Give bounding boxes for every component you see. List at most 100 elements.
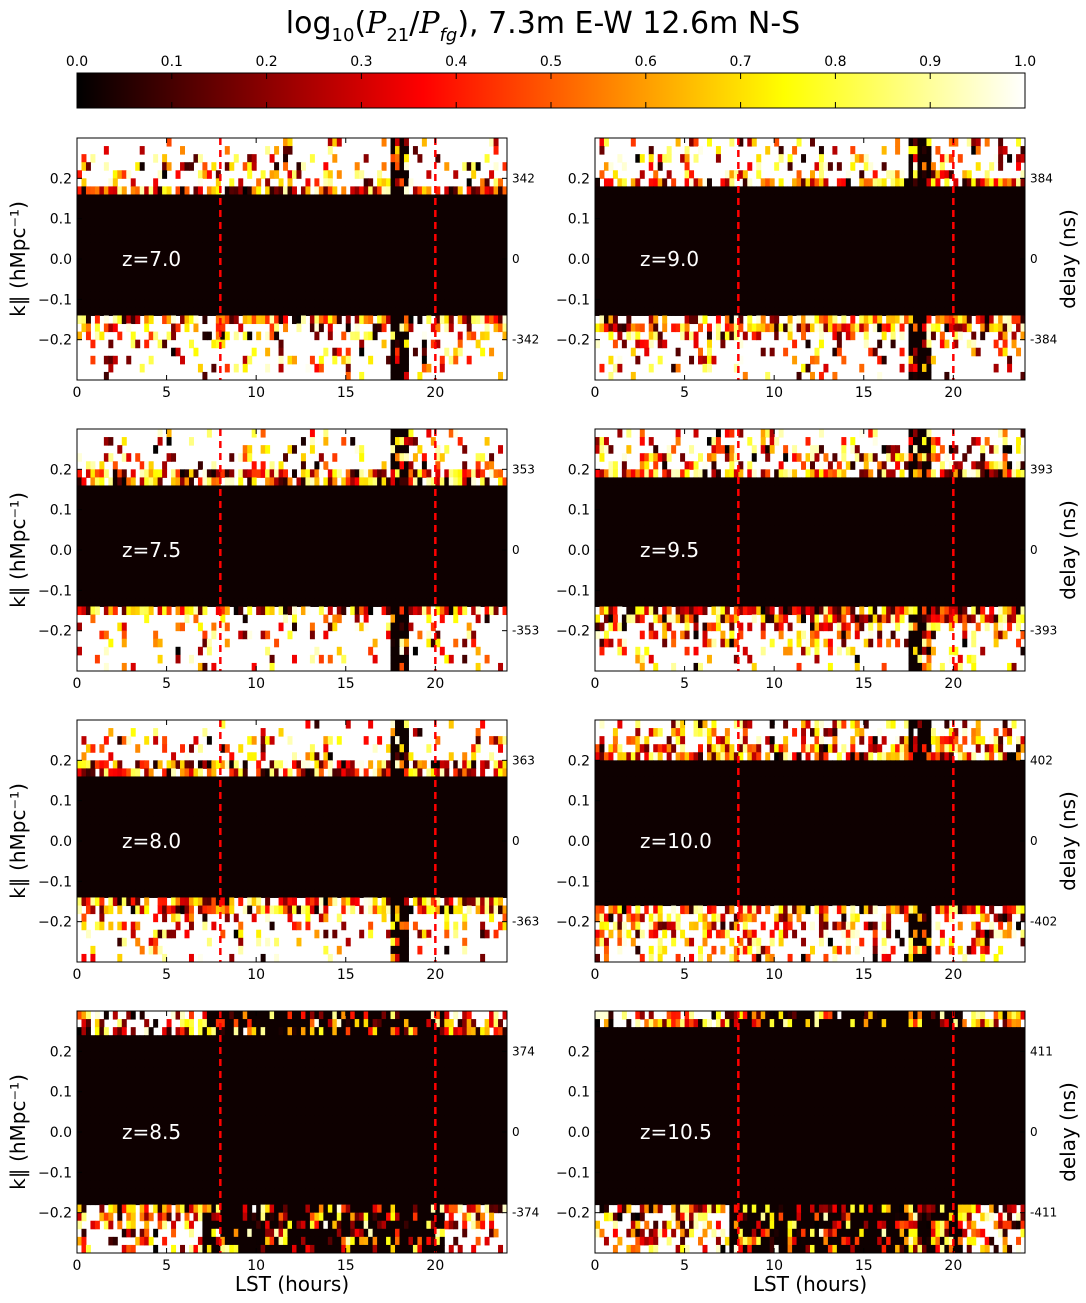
- heatmap-cell: [778, 283, 784, 292]
- heatmap-cell: [112, 210, 118, 220]
- heatmap-cell: [1002, 194, 1008, 204]
- heatmap-cell: [872, 186, 878, 195]
- heatmap-cell: [599, 315, 605, 325]
- heatmap-cell: [814, 267, 820, 276]
- heatmap-cell: [211, 186, 217, 195]
- heatmap-cell: [913, 315, 918, 325]
- heatmap-cell: [359, 453, 365, 462]
- heatmap-cell: [489, 291, 495, 300]
- heatmap-cell: [805, 186, 811, 195]
- heatmap-cell: [444, 517, 450, 527]
- heatmap-cell: [184, 307, 190, 316]
- heatmap-cell: [278, 363, 284, 373]
- heatmap-cell: [417, 485, 423, 495]
- heatmap-cell: [457, 339, 463, 349]
- heatmap-cell: [966, 234, 972, 244]
- heatmap-cell: [162, 226, 168, 236]
- heatmap-cell: [971, 283, 977, 292]
- heatmap-cell: [471, 493, 477, 503]
- heatmap-cell: [139, 525, 145, 535]
- heatmap-cell: [756, 242, 762, 252]
- heatmap-cell: [341, 517, 347, 527]
- heatmap-cell: [444, 259, 450, 268]
- heatmap-cell: [944, 202, 950, 212]
- heatmap-cell: [693, 194, 699, 204]
- heatmap-cell: [305, 202, 311, 212]
- heatmap-cell: [206, 509, 212, 519]
- heatmap-cell: [502, 218, 508, 228]
- heatmap-cell: [117, 194, 123, 204]
- heatmap-cell: [162, 299, 168, 308]
- heatmap-cell: [993, 186, 999, 195]
- heatmap-cell: [206, 469, 212, 478]
- heatmap-cell: [778, 242, 784, 252]
- heatmap-cell: [395, 355, 400, 365]
- heatmap-cell: [689, 275, 695, 284]
- heatmap-cell: [957, 202, 963, 212]
- heatmap-cell: [323, 437, 329, 446]
- heatmap-cell: [130, 493, 136, 503]
- heatmap-cell: [480, 347, 486, 357]
- heatmap-cell: [630, 226, 636, 236]
- heatmap-cell: [457, 347, 463, 357]
- heatmap-cell: [796, 315, 802, 325]
- heatmap-cell: [850, 299, 856, 308]
- heatmap-cell: [603, 275, 609, 284]
- heatmap-cell: [493, 283, 499, 292]
- heatmap-cell: [926, 234, 932, 244]
- heatmap-cell: [336, 525, 342, 535]
- heatmap-cell: [99, 461, 105, 470]
- heatmap-cell: [327, 146, 333, 155]
- heatmap-cell: [435, 226, 441, 236]
- heatmap-cell: [480, 299, 486, 308]
- heatmap-cell: [184, 493, 190, 503]
- heatmap-cell: [666, 218, 672, 228]
- heatmap-cell: [395, 437, 400, 446]
- heatmap-cell: [153, 202, 159, 212]
- heatmap-cell: [890, 202, 896, 212]
- heatmap-cell: [265, 445, 271, 454]
- heatmap-cell: [729, 283, 735, 292]
- heatmap-cell: [390, 331, 396, 341]
- heatmap-cell: [300, 453, 306, 462]
- heatmap-cell: [318, 226, 324, 236]
- heatmap-cell: [247, 355, 253, 365]
- heatmap-cell: [283, 501, 289, 511]
- heatmap-cell: [921, 259, 927, 268]
- heatmap-cell: [617, 178, 623, 187]
- heatmap-cell: [77, 525, 82, 535]
- heatmap-cell: [305, 469, 311, 478]
- heatmap-cell: [1007, 202, 1013, 212]
- heatmap-cell: [899, 210, 905, 220]
- heatmap-cell: [211, 162, 217, 171]
- heatmap-cell: [845, 170, 851, 179]
- heatmap-cell: [818, 339, 824, 349]
- heatmap-cell: [493, 307, 499, 316]
- heatmap-cell: [738, 259, 744, 268]
- heatmap-cell: [818, 218, 824, 228]
- heatmap-cell: [233, 307, 239, 316]
- heatmap-cell: [426, 493, 432, 503]
- heatmap-cell: [971, 242, 977, 252]
- heatmap-cell: [720, 186, 726, 195]
- heatmap-cell: [502, 517, 508, 527]
- heatmap-cell: [617, 299, 623, 308]
- heatmap-cell: [233, 283, 239, 292]
- heatmap-cell: [103, 533, 109, 543]
- heatmap-cell: [453, 186, 459, 195]
- heatmap-cell: [283, 250, 289, 260]
- heatmap-cell: [729, 275, 735, 284]
- heatmap-cell: [278, 339, 284, 349]
- heatmap-cell: [881, 331, 887, 341]
- heatmap-cell: [444, 218, 450, 228]
- heatmap-cell: [345, 291, 351, 300]
- heatmap-cell: [399, 162, 405, 171]
- heatmap-cell: [269, 331, 275, 341]
- heatmap-cell: [157, 437, 163, 446]
- heatmap-cell: [242, 283, 248, 292]
- heatmap-cell: [814, 291, 820, 300]
- heatmap-cell: [998, 323, 1004, 333]
- heatmap-cell: [666, 250, 672, 260]
- heatmap-cell: [381, 218, 387, 228]
- heatmap-cell: [148, 186, 154, 195]
